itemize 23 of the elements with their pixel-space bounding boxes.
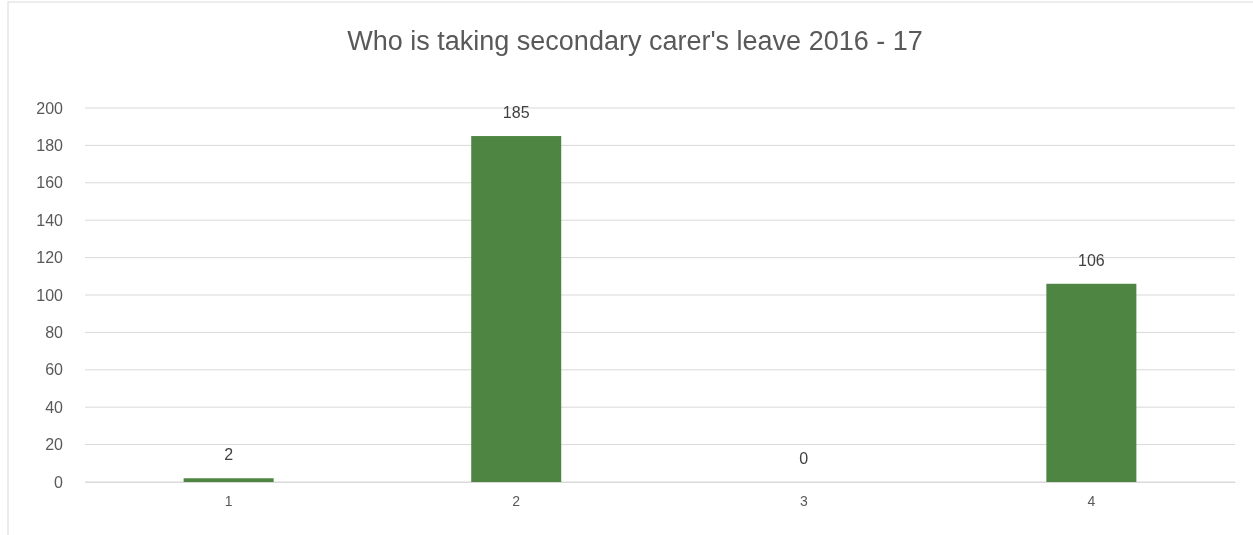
x-tick-label: 1 [224,492,233,509]
x-tick-label: 4 [1087,492,1096,509]
x-tick-label: 3 [799,492,808,509]
y-tick-label: 80 [45,324,64,342]
data-label: 185 [502,104,530,122]
chart-title: Who is taking secondary carer's leave 2016 - 17 [347,26,923,56]
y-tick-label: 0 [54,473,64,491]
x-tick-label: 2 [512,492,521,509]
y-tick-label: 60 [45,361,64,379]
y-tick-label: 160 [36,174,64,192]
y-tick-label: 200 [36,99,64,117]
data-label: 0 [799,450,809,467]
bar [471,136,562,482]
y-tick-label: 120 [36,249,64,267]
y-tick-label: 180 [36,137,64,155]
bar [183,478,274,482]
y-tick-label: 40 [45,398,64,416]
y-tick-label: 140 [36,211,64,229]
y-tick-label: 20 [45,436,64,454]
data-label: 2 [224,446,234,464]
y-tick-label: 100 [36,286,64,304]
bar [1046,283,1137,482]
data-label: 106 [1078,251,1105,269]
